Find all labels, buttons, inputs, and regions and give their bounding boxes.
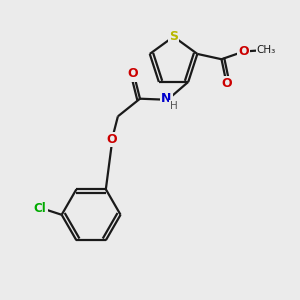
Text: N: N <box>161 92 172 106</box>
Text: CH₃: CH₃ <box>256 45 276 56</box>
Text: H: H <box>170 101 177 111</box>
Text: O: O <box>221 77 232 90</box>
Text: Cl: Cl <box>34 202 46 214</box>
Text: S: S <box>169 30 178 43</box>
Text: O: O <box>238 45 249 58</box>
Text: O: O <box>107 133 117 146</box>
Text: O: O <box>127 68 138 80</box>
